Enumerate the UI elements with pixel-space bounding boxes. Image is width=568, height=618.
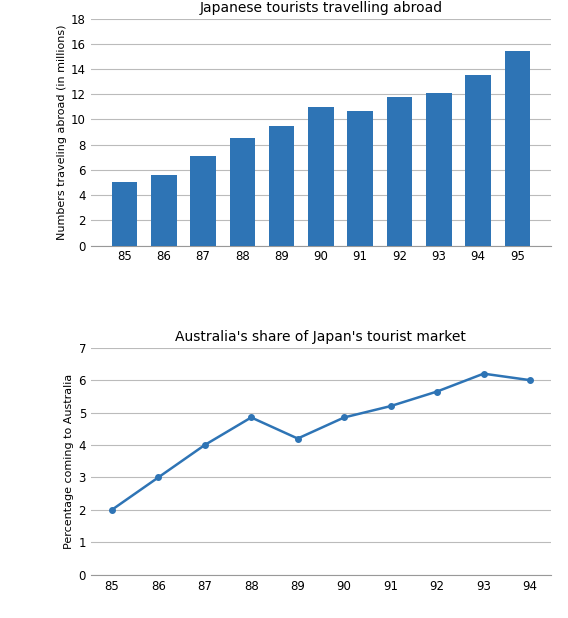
Bar <box>151 175 177 245</box>
Bar <box>387 97 412 245</box>
Bar <box>504 51 530 245</box>
Y-axis label: Numbers traveling abroad (in millions): Numbers traveling abroad (in millions) <box>57 24 67 240</box>
Title: Japanese tourists travelling abroad: Japanese tourists travelling abroad <box>199 1 442 15</box>
Bar <box>229 138 255 245</box>
Title: Australia's share of Japan's tourist market: Australia's share of Japan's tourist mar… <box>176 330 466 344</box>
Y-axis label: Percentage coming to Australia: Percentage coming to Australia <box>64 374 74 549</box>
Bar <box>426 93 452 245</box>
Bar <box>348 111 373 245</box>
Bar <box>269 125 294 245</box>
Bar <box>465 75 491 245</box>
Bar <box>190 156 216 245</box>
Bar <box>308 107 333 245</box>
Bar <box>112 182 137 245</box>
